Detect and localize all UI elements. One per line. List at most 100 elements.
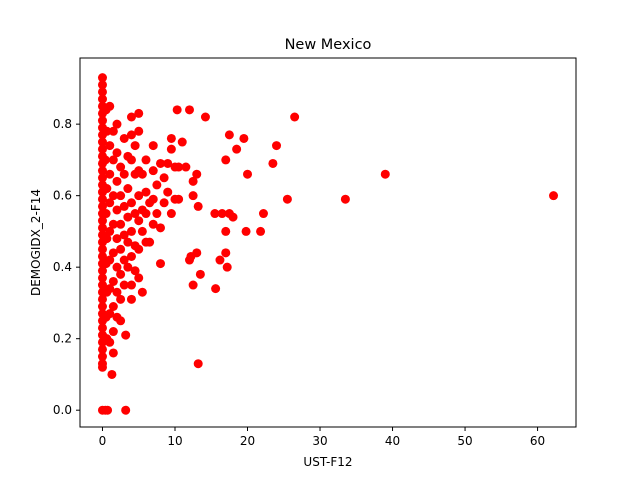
- data-point: [97, 352, 107, 362]
- data-point: [193, 201, 203, 211]
- data-point: [221, 155, 231, 165]
- data-point: [108, 276, 118, 286]
- x-axis-label: UST-F12: [303, 455, 352, 469]
- data-point: [108, 155, 118, 165]
- data-point: [192, 248, 202, 258]
- data-point: [123, 262, 133, 272]
- data-point: [97, 244, 107, 254]
- data-point: [119, 201, 129, 211]
- data-point: [116, 316, 126, 326]
- data-point: [97, 223, 107, 233]
- data-point: [103, 405, 113, 415]
- data-point: [258, 209, 268, 219]
- data-point: [145, 237, 155, 247]
- data-point: [211, 284, 221, 294]
- data-point: [221, 248, 231, 258]
- data-point: [102, 126, 112, 136]
- data-point: [166, 133, 176, 143]
- data-point: [155, 259, 165, 269]
- data-point: [126, 280, 136, 290]
- data-point: [112, 148, 122, 158]
- data-point: [134, 191, 144, 201]
- data-point: [239, 133, 249, 143]
- data-point: [100, 155, 110, 165]
- data-point: [108, 348, 118, 358]
- data-point: [290, 112, 300, 122]
- data-point: [549, 191, 559, 201]
- data-point: [119, 280, 129, 290]
- data-point: [105, 169, 115, 179]
- data-point: [97, 362, 107, 372]
- data-point: [256, 226, 266, 236]
- data-point: [119, 169, 129, 179]
- data-point: [148, 141, 158, 151]
- data-point: [184, 105, 194, 115]
- data-point: [116, 191, 126, 201]
- data-point: [116, 219, 126, 229]
- data-point: [97, 116, 107, 126]
- data-point: [268, 158, 278, 168]
- x-tick-label: 30: [312, 434, 327, 448]
- data-point: [97, 201, 107, 211]
- data-point: [126, 130, 136, 140]
- y-tick-label: 0.2: [53, 332, 72, 346]
- data-point: [141, 209, 151, 219]
- data-point: [181, 162, 191, 172]
- data-point: [105, 337, 115, 347]
- data-point: [177, 137, 187, 147]
- data-point: [97, 302, 107, 312]
- data-point: [137, 287, 147, 297]
- data-point: [126, 251, 136, 261]
- data-point: [112, 234, 122, 244]
- data-point: [97, 266, 107, 276]
- data-point: [116, 162, 126, 172]
- y-tick-label: 0.8: [53, 117, 72, 131]
- data-point: [123, 212, 133, 222]
- y-axis-ticks: 0.0 0.2 0.4 0.6 0.8: [53, 117, 80, 417]
- data-point: [152, 180, 162, 190]
- x-tick-label: 40: [385, 434, 400, 448]
- data-point: [163, 158, 173, 168]
- data-point: [159, 173, 169, 183]
- data-point: [97, 144, 107, 154]
- data-point: [148, 194, 158, 204]
- x-tick-label: 60: [530, 434, 545, 448]
- data-point: [116, 244, 126, 254]
- data-point: [221, 226, 231, 236]
- data-point: [130, 209, 140, 219]
- data-point: [112, 262, 122, 272]
- data-point: [119, 230, 129, 240]
- data-point: [215, 255, 225, 265]
- data-point: [108, 248, 118, 258]
- data-point: [105, 101, 115, 111]
- data-point: [126, 112, 136, 122]
- data-point: [340, 194, 350, 204]
- data-point: [155, 223, 165, 233]
- x-tick-label: 0: [99, 434, 107, 448]
- data-point: [97, 344, 107, 354]
- data-point: [97, 194, 107, 204]
- y-axis-label: DEMOGIDX_2-F14: [29, 189, 43, 296]
- data-point: [134, 108, 144, 118]
- data-point: [97, 251, 107, 261]
- data-point: [188, 191, 198, 201]
- chart-title: New Mexico: [285, 37, 372, 53]
- data-point: [121, 405, 131, 415]
- data-point: [126, 226, 136, 236]
- data-point: [97, 166, 107, 176]
- data-point: [192, 169, 202, 179]
- data-point: [141, 155, 151, 165]
- data-point: [188, 280, 198, 290]
- data-point: [243, 169, 253, 179]
- data-point: [172, 105, 182, 115]
- data-point: [241, 226, 251, 236]
- data-point: [188, 176, 198, 186]
- data-point: [155, 158, 165, 168]
- data-point: [217, 209, 227, 219]
- data-point: [126, 155, 136, 165]
- data-point: [101, 209, 111, 219]
- data-point: [123, 237, 133, 247]
- data-point: [108, 219, 118, 229]
- data-point: [174, 194, 184, 204]
- data-point: [200, 112, 210, 122]
